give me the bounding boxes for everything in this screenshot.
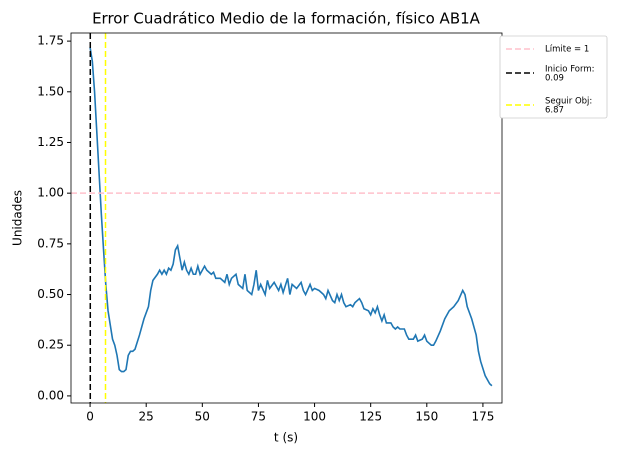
legend-label: 0.09 [545, 74, 564, 84]
x-tick-label: 100 [303, 410, 326, 424]
x-tick-label: 150 [415, 410, 438, 424]
x-tick-label: 0 [86, 410, 94, 424]
y-tick-label: 0.50 [37, 287, 64, 301]
legend-label: Inicio Form: [545, 65, 594, 75]
data-line [89, 47, 493, 387]
x-tick-label: 125 [359, 410, 382, 424]
legend-label: Límite = 1 [545, 45, 589, 55]
x-tick-label: 25 [139, 410, 154, 424]
y-axis-label: Unidades [11, 190, 25, 246]
y-tick-label: 0.00 [37, 388, 64, 402]
y-tick-label: 1.75 [37, 34, 64, 48]
y-tick-label: 0.25 [37, 338, 64, 352]
plot-frame [70, 32, 503, 404]
y-tick-label: 1.25 [37, 135, 64, 149]
y-tick-label: 1.50 [37, 84, 64, 98]
x-axis-label: t (s) [274, 431, 298, 445]
x-tick-label: 75 [251, 410, 266, 424]
x-tick-label: 175 [471, 410, 494, 424]
legend-box [499, 35, 608, 119]
y-tick-label: 0.75 [37, 236, 64, 250]
legend-label: 6.87 [545, 106, 564, 116]
x-tick-label: 50 [195, 410, 210, 424]
chart-title: Error Cuadrático Medio de la formación, … [92, 10, 481, 28]
legend-label: Seguir Obj: [545, 97, 592, 107]
y-tick-label: 1.00 [37, 186, 64, 200]
